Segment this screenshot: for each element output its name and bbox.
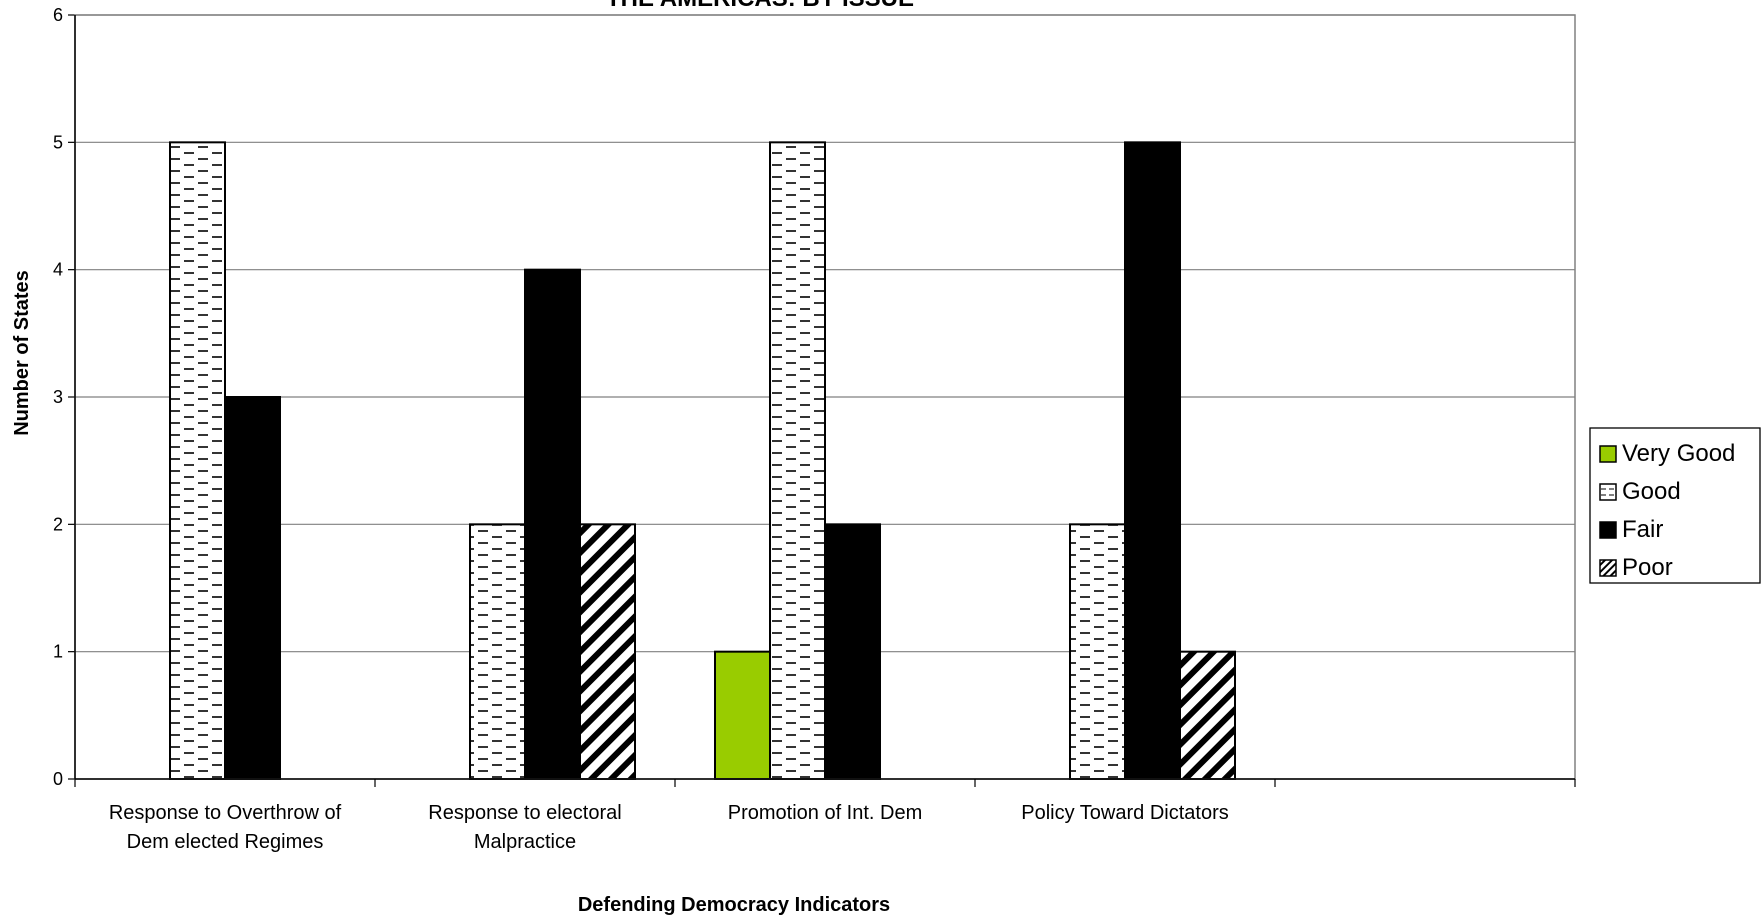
x-category-label: Promotion of Int. Dem [728,802,923,824]
chart-title: THE AMERICAS: BY ISSUE [606,0,914,12]
x-category-labels: Response to Overthrow of Dem elected Regi… [109,802,1229,853]
legend-label: Fair [1622,516,1663,543]
legend: Very Good Good Fair Poor [1589,427,1761,584]
bar-good [169,141,226,781]
legend-box [1589,427,1761,584]
x-category-label: Response to electoral [428,802,621,824]
bar-fair [824,523,881,780]
legend-swatch [1599,559,1617,577]
y-tick-labels: 0 1 2 3 4 5 6 [53,5,63,789]
x-category-label: Malpractice [474,831,576,853]
y-tick-label: 6 [53,5,63,25]
y-tick-label: 4 [53,260,63,280]
bar-good [1069,523,1126,780]
bar-fair [524,268,581,780]
legend-label: Good [1622,478,1681,505]
y-tick-label: 2 [53,514,63,534]
bar-fair [1124,141,1181,781]
x-category-label: Response to Overthrow of [109,802,342,824]
bar-fair [224,396,281,780]
legend-swatch [1599,521,1617,539]
bar-very-good [714,650,771,781]
bar-poor [579,523,636,780]
legend-swatch [1599,445,1617,463]
legend-label: Poor [1622,554,1673,581]
y-tick-label: 3 [53,387,63,407]
y-tick-label: 5 [53,132,63,152]
y-tick-label: 1 [53,642,63,662]
y-axis-title: Number of States [11,270,33,436]
bar-poor [1179,650,1236,781]
x-axis-title: Defending Democracy Indicators [578,894,890,916]
bar-good [469,523,526,780]
y-tick-label: 0 [53,769,63,789]
bars [169,141,1236,781]
x-category-label: Policy Toward Dictators [1021,802,1228,824]
legend-label: Very Good [1622,440,1735,467]
axes [74,14,1576,787]
x-category-label: Dem elected Regimes [127,831,324,853]
bar-good [769,141,826,781]
legend-swatch [1599,483,1617,501]
